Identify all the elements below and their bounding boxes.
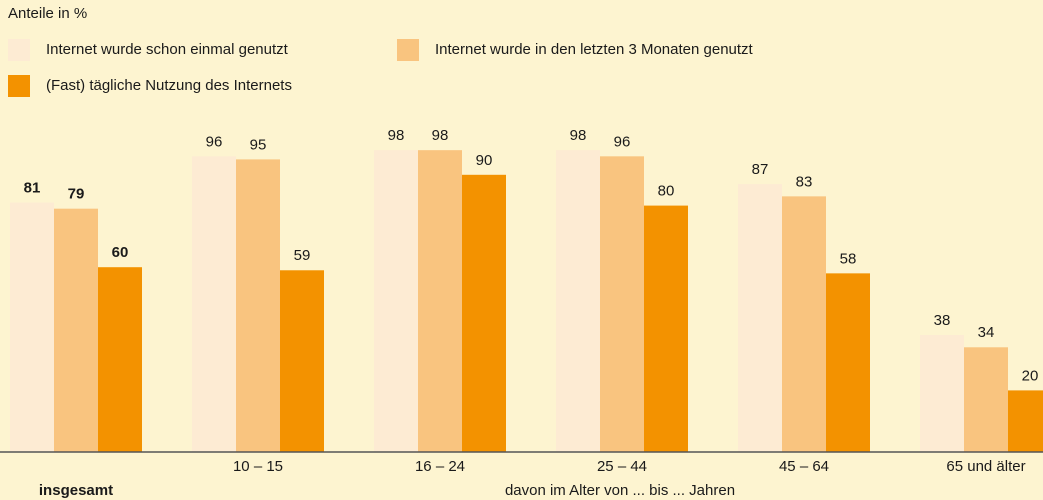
data-label: 90	[476, 152, 493, 169]
bar	[826, 273, 870, 452]
x-tick-label: 65 und älter	[946, 458, 1025, 475]
bar	[54, 208, 98, 452]
data-label: 98	[388, 127, 405, 144]
x-tick-label: 10 – 15	[233, 458, 283, 475]
bar	[782, 196, 826, 452]
data-label: 98	[432, 127, 449, 144]
bar	[236, 159, 280, 452]
data-label: 87	[752, 161, 769, 178]
legend-label: Internet wurde schon einmal genutzt	[46, 41, 289, 58]
bar	[920, 334, 964, 452]
bar	[192, 156, 236, 452]
bar	[98, 267, 142, 452]
legend-label: (Fast) tägliche Nutzung des Internets	[46, 77, 292, 94]
data-label: 96	[206, 133, 223, 150]
chart-title: Anteile in %	[8, 5, 87, 22]
x-axis-label: davon im Alter von ... bis ... Jahren	[505, 482, 735, 499]
bar	[738, 184, 782, 453]
bar	[10, 202, 54, 452]
legend-swatch	[8, 39, 30, 61]
data-label: 81	[24, 179, 41, 196]
bar	[600, 156, 644, 452]
legend-swatch	[397, 39, 419, 61]
legend-label: Internet wurde in den letzten 3 Monaten …	[435, 41, 754, 58]
bar	[374, 150, 418, 452]
data-label: 20	[1022, 367, 1039, 384]
data-label: 60	[112, 244, 129, 261]
bar	[556, 150, 600, 452]
data-label: 83	[796, 173, 813, 190]
bar	[964, 347, 1008, 452]
bar	[1008, 390, 1043, 452]
data-label: 96	[614, 133, 631, 150]
data-label: 80	[658, 183, 675, 200]
x-tick-label: insgesamt	[39, 482, 113, 499]
bar	[644, 205, 688, 452]
data-label: 59	[294, 247, 311, 264]
x-tick-label: 45 – 64	[779, 458, 829, 475]
x-tick-label: 25 – 44	[597, 458, 647, 475]
legend-swatch	[8, 75, 30, 97]
data-label: 38	[934, 312, 951, 329]
bar	[462, 174, 506, 453]
data-label: 98	[570, 127, 587, 144]
data-label: 95	[250, 136, 267, 153]
data-label: 34	[978, 324, 995, 341]
data-label: 79	[68, 186, 85, 203]
bar	[280, 270, 324, 452]
bar	[418, 150, 462, 452]
data-label: 58	[840, 250, 857, 267]
x-tick-label: 16 – 24	[415, 458, 465, 475]
